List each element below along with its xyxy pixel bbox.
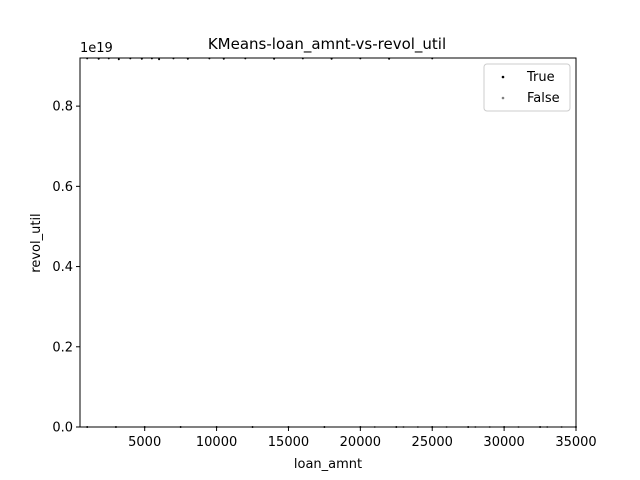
chart-title: KMeans-loan_amnt-vs-revol_util [208,35,446,54]
y-tick-label: 0.2 [52,340,73,355]
x-axis-ticks: 5000 10000 15000 20000 25000 30000 35000 [128,427,597,450]
plot-area-frame [79,57,577,428]
x-axis-label: loan_amnt [294,457,362,472]
x-tick-label: 30000 [483,435,524,450]
y-tick-label: 0.8 [52,100,73,115]
x-tick-label: 35000 [555,435,596,450]
y-tick-label: 0.6 [52,180,73,195]
y-tick-label: 0.4 [52,260,73,275]
data-point-true [158,58,161,61]
legend: True False [483,63,571,112]
y-offset-label: 1e19 [80,41,113,56]
x-tick-label: 10000 [196,435,237,450]
legend-box [483,63,571,112]
legend-marker-true [501,75,505,79]
legend-label-true: True [526,70,555,85]
y-tick-label: 0.0 [52,421,73,436]
y-axis-ticks: 0.0 0.2 0.4 0.6 0.8 [52,100,80,436]
x-tick-label: 25000 [412,435,453,450]
legend-label-false: False [527,91,560,106]
x-tick-label: 5000 [128,435,161,450]
y-axis-label: revol_util [29,213,44,272]
x-tick-label: 15000 [268,435,309,450]
plot-marks [86,57,577,428]
x-tick-label: 20000 [340,435,381,450]
data-point-true [117,58,120,61]
legend-marker-false [501,96,505,100]
